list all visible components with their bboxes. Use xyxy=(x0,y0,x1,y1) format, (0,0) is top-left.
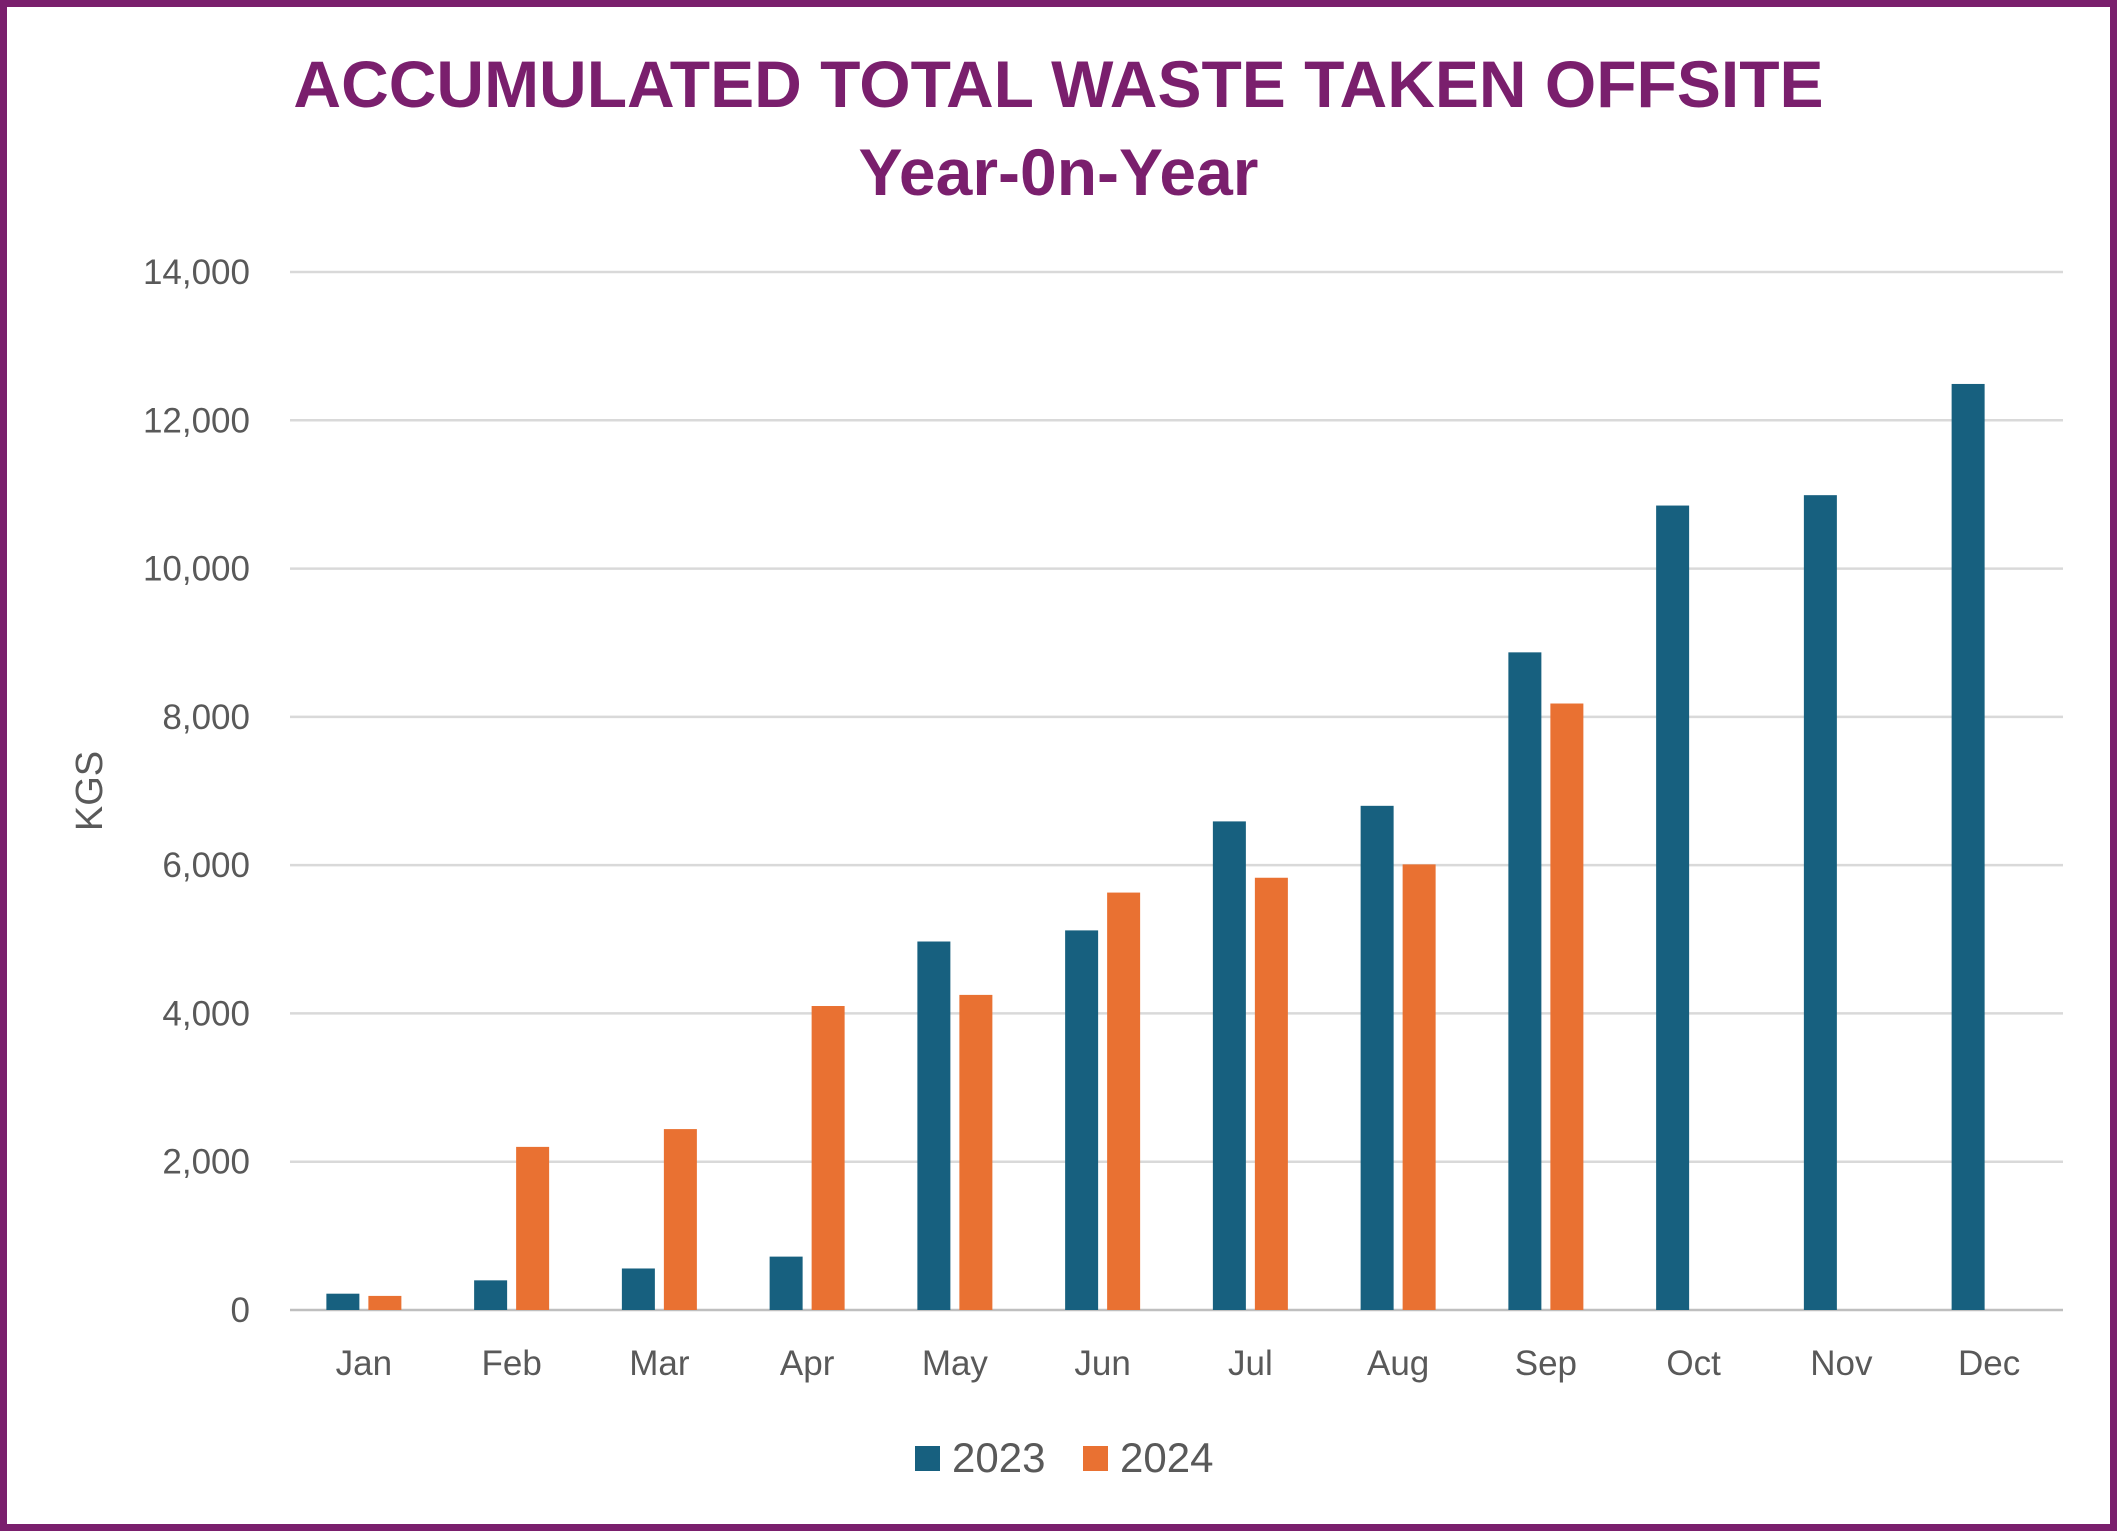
y-tick-label: 0 xyxy=(231,1291,250,1330)
bar-2024-jun xyxy=(1107,892,1141,1310)
y-tick-label: 12,000 xyxy=(143,401,250,440)
x-tick-label: Nov xyxy=(1810,1344,1873,1383)
bar-2023-apr xyxy=(769,1256,803,1310)
bar-2023-mar xyxy=(621,1268,655,1310)
bar-2024-may xyxy=(959,994,993,1310)
bar-2024-aug xyxy=(1402,864,1436,1310)
chart-subtitle: Year-0n-Year xyxy=(858,135,1259,209)
y-tick-label: 10,000 xyxy=(143,550,250,589)
gridlines xyxy=(290,270,2063,1312)
bar-2024-sep xyxy=(1550,703,1584,1310)
legend-label-2023: 2023 xyxy=(952,1434,1045,1481)
x-tick-label: Jan xyxy=(336,1344,392,1383)
bars xyxy=(326,383,1985,1311)
x-tick-label: Oct xyxy=(1666,1344,1721,1383)
y-axis-ticks: 0 2,000 4,000 6,000 8,000 10,000 12,000 14,000 xyxy=(143,253,250,1330)
x-tick-label: Dec xyxy=(1958,1344,2020,1383)
y-axis-title: KGS xyxy=(69,751,111,831)
y-tick-label: 6,000 xyxy=(162,846,250,885)
bar-2024-jul xyxy=(1254,877,1288,1310)
bar-2024-mar xyxy=(663,1129,697,1310)
x-tick-label: Sep xyxy=(1515,1344,1577,1383)
bar-2023-jul xyxy=(1212,821,1246,1310)
bar-2023-aug xyxy=(1360,805,1394,1310)
legend-swatch-2024 xyxy=(1083,1446,1108,1471)
y-tick-label: 2,000 xyxy=(162,1143,250,1182)
bar-2023-jan xyxy=(326,1293,360,1310)
x-tick-label: Jun xyxy=(1074,1344,1130,1383)
bar-2023-nov xyxy=(1803,495,1837,1310)
bar-2024-jan xyxy=(368,1295,402,1310)
bar-2023-oct xyxy=(1656,505,1690,1310)
y-tick-label: 8,000 xyxy=(162,698,250,737)
x-tick-label: May xyxy=(922,1344,989,1383)
x-tick-label: Apr xyxy=(780,1344,835,1383)
x-tick-label: Feb xyxy=(481,1344,541,1383)
x-axis-ticks: Jan Feb Mar Apr May Jun Jul Aug Sep Oct Nov Dec xyxy=(336,1344,2021,1383)
x-tick-label: Jul xyxy=(1228,1344,1273,1383)
bar-2024-feb xyxy=(516,1146,550,1310)
bar-2024-apr xyxy=(811,1006,845,1310)
x-tick-label: Aug xyxy=(1367,1344,1429,1383)
legend-label-2024: 2024 xyxy=(1120,1434,1213,1481)
bar-2023-may xyxy=(917,941,951,1310)
legend: 2023 2024 xyxy=(915,1434,1213,1481)
y-tick-label: 14,000 xyxy=(143,253,250,292)
bar-2023-feb xyxy=(474,1280,508,1310)
bar-2023-dec xyxy=(1951,383,1985,1311)
bar-2023-jun xyxy=(1065,930,1099,1310)
chart-title: ACCUMULATED TOTAL WASTE TAKEN OFFSITE xyxy=(293,47,1824,121)
legend-swatch-2023 xyxy=(915,1446,940,1471)
x-tick-label: Mar xyxy=(629,1344,690,1383)
bar-2023-sep xyxy=(1508,652,1542,1310)
y-tick-label: 4,000 xyxy=(162,994,250,1033)
